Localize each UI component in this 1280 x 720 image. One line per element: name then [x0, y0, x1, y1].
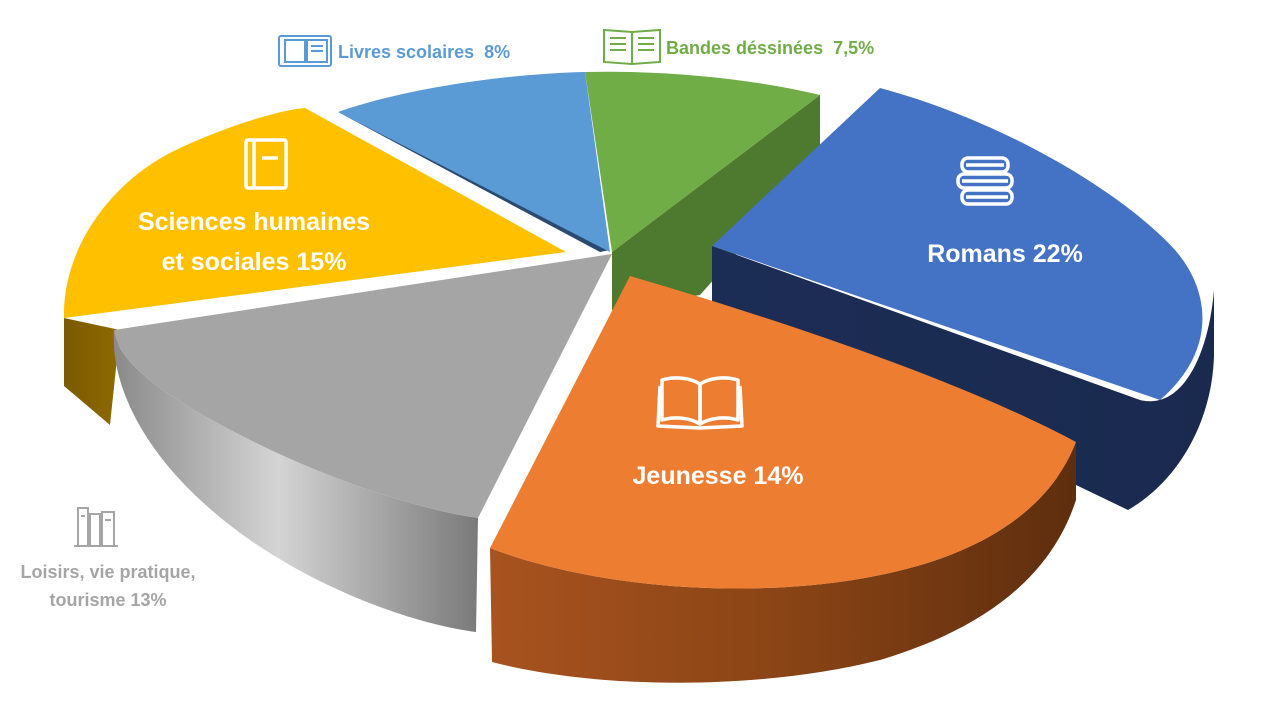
notebook-icon [244, 138, 288, 190]
label-bandes-dessinees: Bandes déssinées 7,5% [666, 38, 874, 58]
slice-romans-side [712, 246, 1214, 510]
textbook-icon [278, 35, 332, 67]
slice-jeunesse-side [490, 442, 1076, 683]
label-sciences-line2: et sociales 15% [162, 248, 347, 276]
books-stack-icon [956, 156, 1014, 206]
slice-sciences-side [64, 318, 120, 425]
open-book-icon [656, 376, 744, 430]
slice-loisirs-side [113, 330, 478, 632]
slice-loisirs-top [114, 254, 612, 518]
label-sciences-line1: Sciences humaines [138, 208, 370, 236]
slice-scolaires-top [338, 72, 610, 252]
comic-book-icon [603, 28, 661, 66]
slice-romans-top [712, 88, 1203, 400]
label-jeunesse: Jeunesse 14% [633, 462, 804, 490]
slice-bd-side [612, 95, 820, 310]
label-scolaires: Livres scolaires 8% [338, 42, 510, 62]
slice-jeunesse-top [490, 276, 1076, 589]
label-loisirs-line2: tourisme 13% [49, 590, 166, 610]
slice-sciences-top [63, 108, 567, 318]
bookshelf-icon [74, 507, 118, 547]
label-romans: Romans 22% [927, 240, 1083, 268]
slice-bd-top [585, 71, 820, 252]
label-loisirs-line1: Loisirs, vie pratique, [20, 562, 195, 582]
